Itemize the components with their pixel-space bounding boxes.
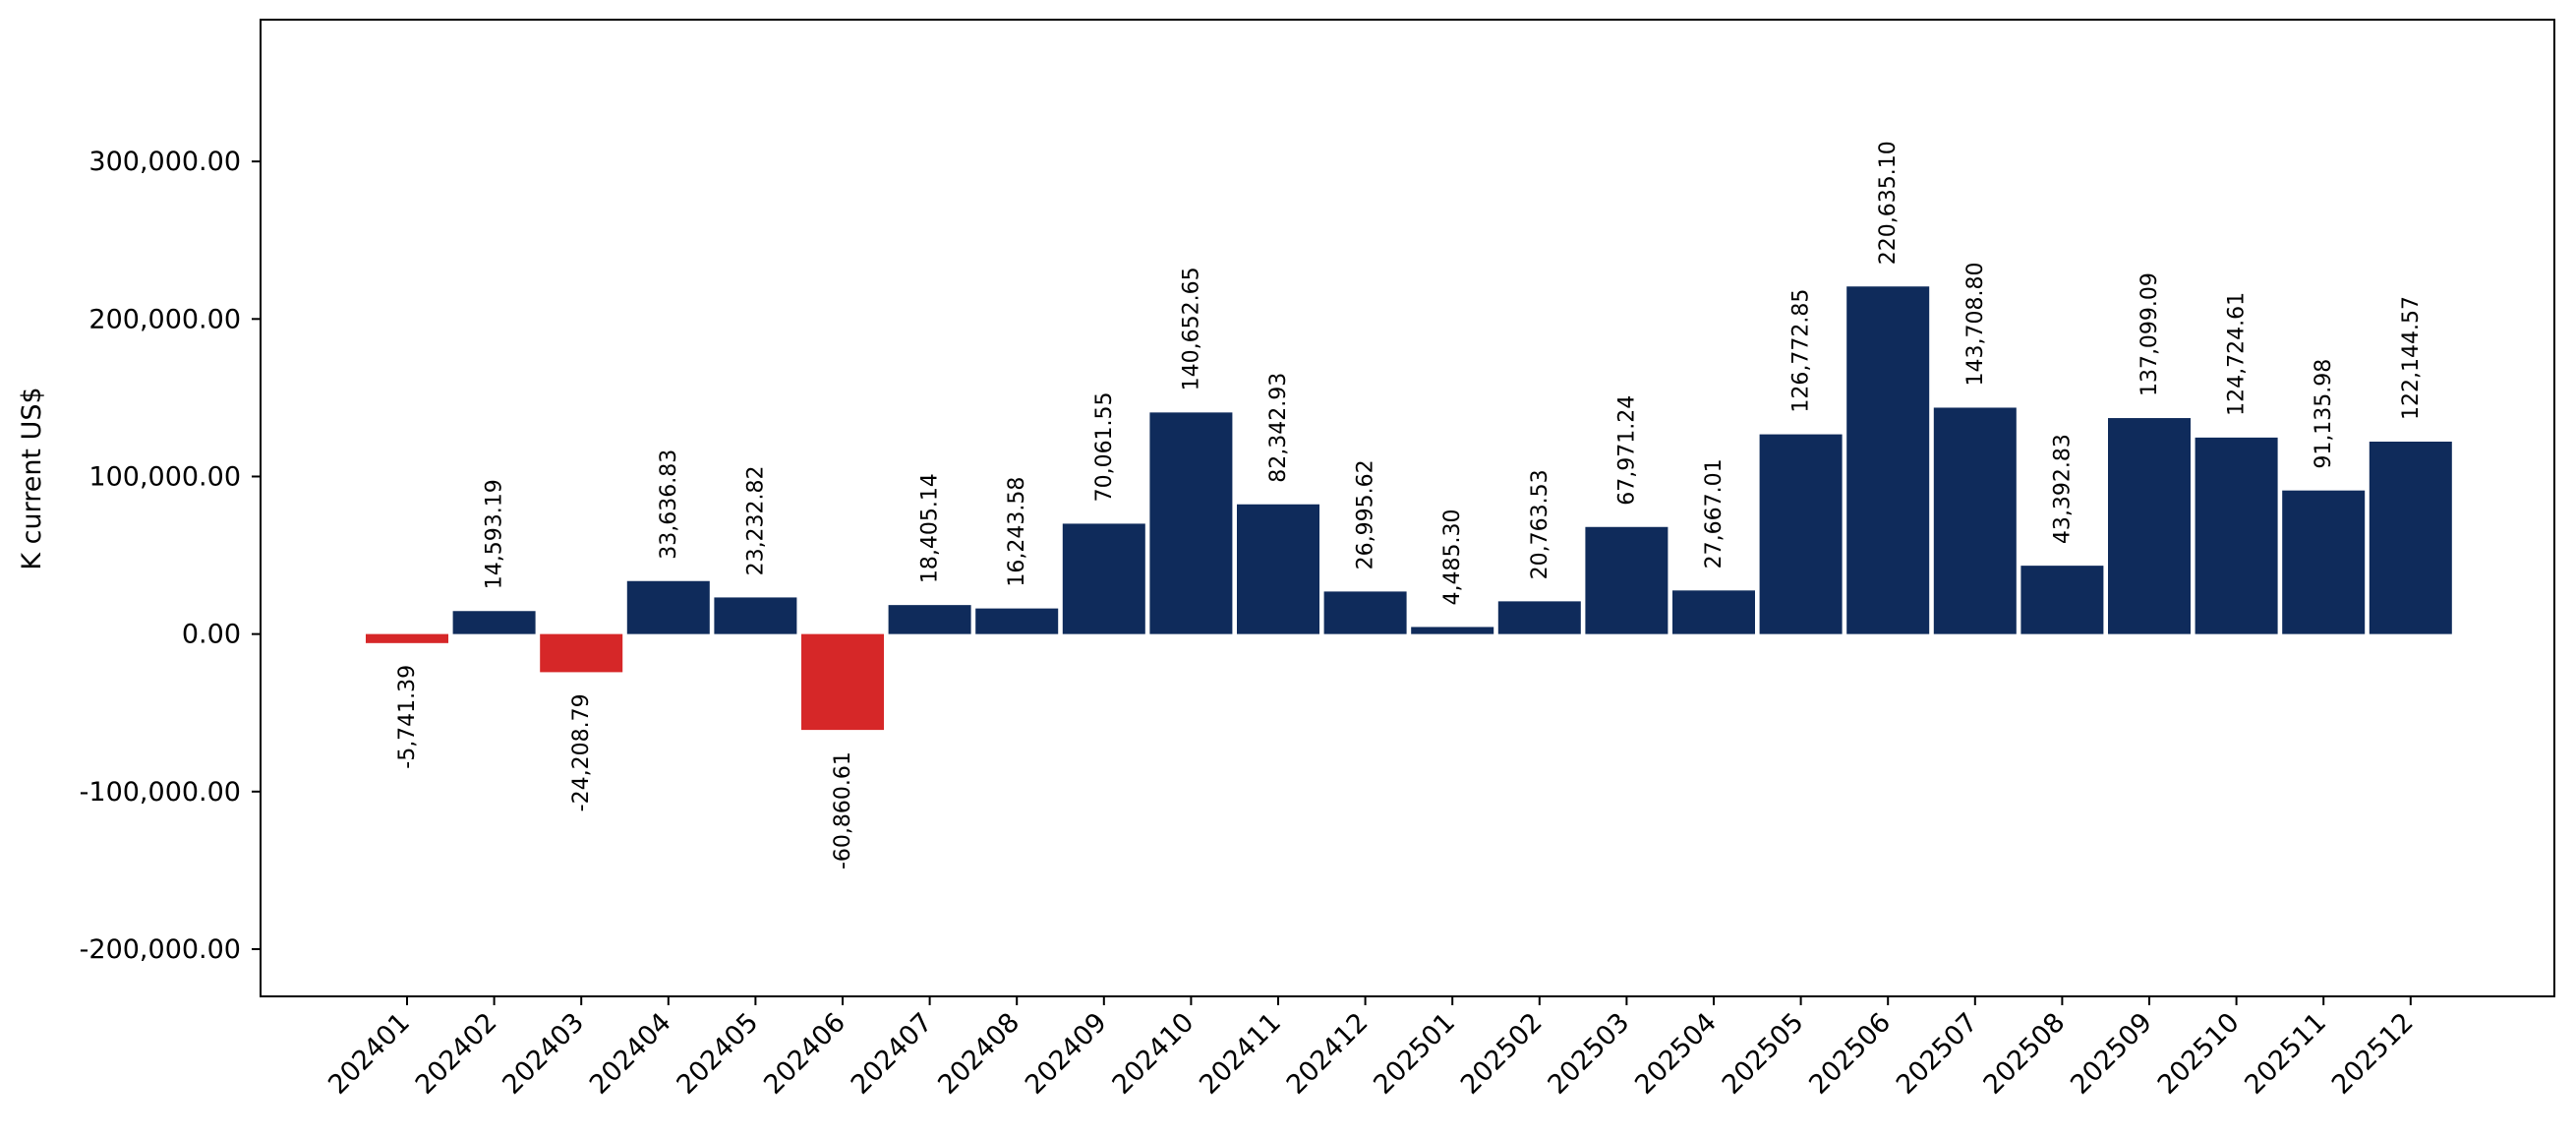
y-tick-label: 100,000.00 (88, 461, 241, 492)
data-label: 16,243.58 (1005, 477, 1029, 587)
data-label: 43,392.83 (2050, 434, 2075, 544)
data-label: 220,635.10 (1876, 141, 1901, 265)
bar (2195, 437, 2278, 634)
x-tick-label: 202407 (846, 1007, 939, 1101)
y-tick-label: -100,000.00 (80, 777, 241, 808)
bar (975, 608, 1059, 634)
data-label: -24,208.79 (569, 693, 594, 811)
data-label: 126,772.85 (1789, 289, 1814, 413)
y-tick-label: 300,000.00 (88, 147, 241, 177)
data-label: 143,708.80 (1963, 262, 1988, 386)
x-tick-label: 202405 (672, 1007, 765, 1101)
bar (2108, 418, 2191, 634)
data-label: 67,971.24 (1614, 395, 1639, 506)
data-label: 122,144.57 (2399, 296, 2424, 420)
data-label: 14,593.19 (483, 479, 507, 589)
bar (888, 605, 971, 634)
bar (1585, 526, 1669, 634)
axes-frame (260, 19, 2555, 997)
bar (1759, 434, 1843, 634)
data-label: -5,741.39 (395, 665, 420, 769)
data-label: 140,652.65 (1179, 267, 1203, 390)
bar (1933, 407, 2017, 634)
x-tick-label: 202501 (1368, 1007, 1461, 1101)
bar (2020, 566, 2104, 634)
y-tick-label: 0.00 (182, 620, 241, 650)
data-label: 124,724.61 (2225, 292, 2250, 416)
x-tick-label: 202505 (1717, 1007, 1810, 1101)
x-tick-label: 202509 (2065, 1007, 2158, 1101)
bar (1846, 286, 1930, 634)
data-label: 23,232.82 (743, 465, 768, 575)
x-tick-label: 202503 (1543, 1007, 1636, 1101)
bar (1149, 412, 1233, 634)
bar (366, 633, 448, 643)
x-tick-label: 202404 (584, 1007, 677, 1101)
x-tick-label: 202508 (1978, 1007, 2072, 1101)
bar (1323, 591, 1407, 634)
x-tick-label: 202412 (1281, 1007, 1375, 1101)
y-tick-label: -200,000.00 (80, 934, 241, 965)
bar (2282, 490, 2366, 634)
data-label: 137,099.09 (2137, 272, 2162, 396)
bar (801, 633, 884, 731)
bar (626, 580, 710, 634)
x-tick-label: 202512 (2326, 1007, 2420, 1101)
x-tick-label: 202502 (1455, 1007, 1549, 1101)
x-tick-label: 202510 (2152, 1007, 2246, 1101)
bar (1672, 590, 1755, 634)
data-label: 20,763.53 (1528, 469, 1552, 579)
bar (714, 597, 797, 634)
x-tick-label: 202506 (1803, 1007, 1897, 1101)
bar (452, 611, 536, 634)
data-label: 70,061.55 (1092, 391, 1117, 502)
x-tick-label: 202403 (497, 1007, 590, 1101)
x-tick-label: 202401 (322, 1007, 416, 1101)
bar (1237, 504, 1319, 634)
data-label: 33,636.83 (657, 450, 681, 560)
data-label: 82,342.93 (1266, 373, 1291, 483)
bar (540, 633, 623, 673)
bar (1062, 523, 1145, 634)
bar (2369, 442, 2452, 634)
x-tick-label: 202411 (1194, 1007, 1287, 1101)
x-tick-label: 202406 (758, 1007, 851, 1101)
bar (1411, 627, 1494, 634)
x-tick-label: 202408 (932, 1007, 1025, 1101)
data-label: 4,485.30 (1440, 509, 1465, 605)
x-tick-label: 202504 (1629, 1007, 1723, 1101)
data-label: 26,995.62 (1354, 459, 1378, 570)
y-axis-label: K current US$ (17, 387, 47, 570)
x-tick-label: 202409 (1020, 1007, 1113, 1101)
x-tick-label: 202511 (2239, 1007, 2332, 1101)
data-label: 18,405.14 (918, 473, 943, 583)
y-tick-label: 200,000.00 (88, 304, 241, 334)
x-tick-label: 202402 (410, 1007, 503, 1101)
x-tick-label: 202410 (1107, 1007, 1200, 1101)
data-label: -60,860.61 (831, 751, 855, 869)
bar (1497, 601, 1581, 634)
x-tick-label: 202507 (1891, 1007, 1984, 1101)
plot-area: -200,000.00 -100,000.00 0.00 100,000.00 200,… (80, 19, 2555, 1101)
data-label: 27,667.01 (1702, 458, 1727, 569)
data-label: 91,135.98 (2312, 359, 2336, 469)
